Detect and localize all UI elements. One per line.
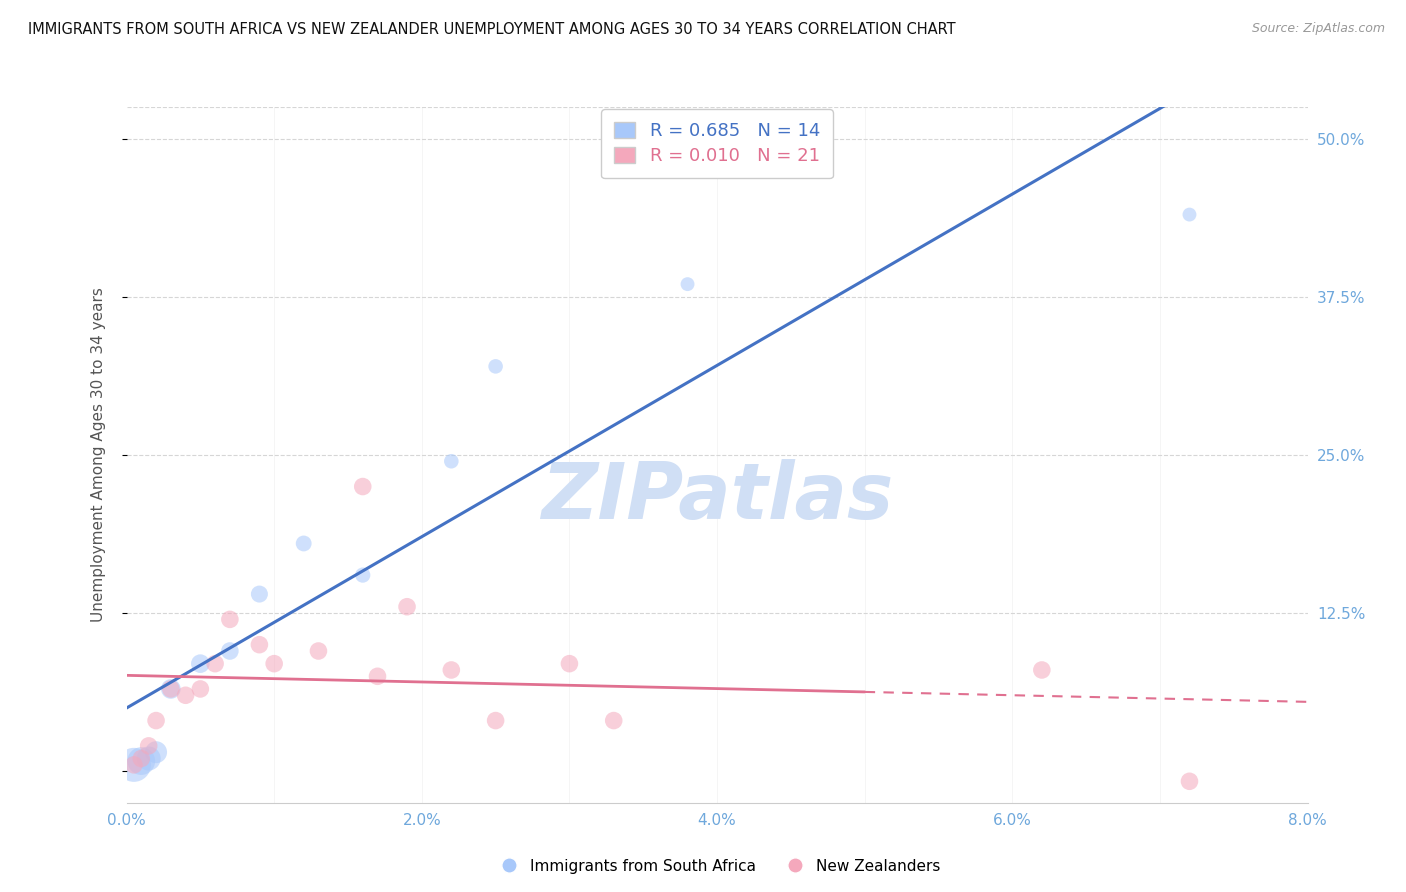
Point bbox=[122, 757, 145, 772]
Text: ZIPatlas: ZIPatlas bbox=[541, 458, 893, 534]
Point bbox=[307, 644, 329, 658]
Point bbox=[440, 454, 463, 468]
Point bbox=[129, 754, 153, 768]
Point bbox=[352, 479, 374, 493]
Point bbox=[219, 612, 242, 626]
Point bbox=[174, 688, 197, 702]
Text: Source: ZipAtlas.com: Source: ZipAtlas.com bbox=[1251, 22, 1385, 36]
Point bbox=[145, 714, 167, 728]
Point bbox=[219, 644, 242, 658]
Point bbox=[145, 745, 167, 759]
Point bbox=[1178, 774, 1201, 789]
Point bbox=[366, 669, 388, 683]
Legend: Immigrants from South Africa, New Zealanders: Immigrants from South Africa, New Zealan… bbox=[488, 853, 946, 880]
Point bbox=[204, 657, 226, 671]
Point bbox=[188, 657, 211, 671]
Point bbox=[558, 657, 581, 671]
Point bbox=[138, 751, 160, 765]
Point bbox=[160, 681, 183, 696]
Point bbox=[247, 587, 270, 601]
Point bbox=[129, 751, 153, 765]
Point bbox=[676, 277, 699, 292]
Point bbox=[160, 681, 183, 696]
Point bbox=[138, 739, 160, 753]
Text: IMMIGRANTS FROM SOUTH AFRICA VS NEW ZEALANDER UNEMPLOYMENT AMONG AGES 30 TO 34 Y: IMMIGRANTS FROM SOUTH AFRICA VS NEW ZEAL… bbox=[28, 22, 956, 37]
Point bbox=[122, 757, 145, 772]
Point bbox=[1178, 208, 1201, 222]
Point bbox=[396, 599, 419, 614]
Point bbox=[263, 657, 285, 671]
Legend: R = 0.685   N = 14, R = 0.010   N = 21: R = 0.685 N = 14, R = 0.010 N = 21 bbox=[602, 109, 832, 178]
Point bbox=[484, 359, 508, 374]
Point bbox=[352, 568, 374, 582]
Point bbox=[292, 536, 315, 550]
Point bbox=[1031, 663, 1053, 677]
Point bbox=[603, 714, 626, 728]
Y-axis label: Unemployment Among Ages 30 to 34 years: Unemployment Among Ages 30 to 34 years bbox=[91, 287, 105, 623]
Point bbox=[188, 681, 211, 696]
Point bbox=[247, 638, 270, 652]
Point bbox=[440, 663, 463, 677]
Point bbox=[484, 714, 508, 728]
